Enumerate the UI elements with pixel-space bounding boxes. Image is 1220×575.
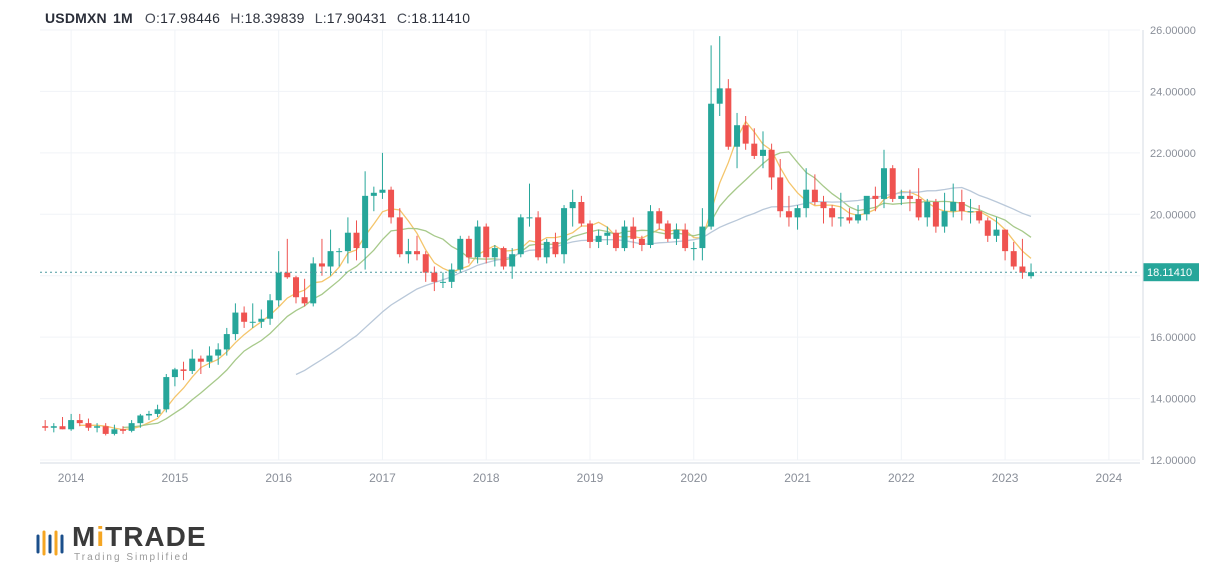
high-key: H: [230,10,244,26]
open-key: O: [145,10,160,26]
low-value: 17.90431 [327,10,387,26]
ohlc-header: USDMXN 1M O:17.98446 H:18.39839 L:17.904… [45,10,470,26]
brand-accent: i [96,521,105,552]
svg-text:14.00000: 14.00000 [1150,394,1196,406]
svg-text:16.00000: 16.00000 [1150,332,1196,344]
svg-text:12.00000: 12.00000 [1150,455,1196,467]
svg-text:2021: 2021 [784,471,811,485]
interval-label: 1M [113,10,133,26]
brand-pre: M [72,521,96,552]
svg-text:22.00000: 22.00000 [1150,148,1196,160]
brand-post: TRADE [105,521,206,552]
logo-text: MiTRADE Trading Simplified [72,523,207,563]
chart-area: USDMXN 1M O:17.98446 H:18.39839 L:17.904… [20,0,1200,505]
svg-text:2024: 2024 [1096,471,1123,485]
low-key: L: [315,10,327,26]
logo-mark-icon [32,526,66,560]
svg-text:2020: 2020 [680,471,707,485]
svg-text:2023: 2023 [992,471,1019,485]
brand-tagline: Trading Simplified [72,553,207,563]
svg-text:2016: 2016 [265,471,292,485]
svg-text:2018: 2018 [473,471,500,485]
svg-text:26.00000: 26.00000 [1150,25,1196,37]
close-value: 18.11410 [411,10,470,26]
svg-text:2017: 2017 [369,471,396,485]
symbol-label: USDMXN [45,10,107,26]
svg-text:20.00000: 20.00000 [1150,209,1196,221]
svg-text:18.11410: 18.11410 [1147,267,1192,279]
high-value: 18.39839 [245,10,305,26]
svg-text:2014: 2014 [58,471,85,485]
open-value: 17.98446 [160,10,220,26]
svg-text:2019: 2019 [577,471,604,485]
svg-text:24.00000: 24.00000 [1150,86,1196,98]
svg-text:2015: 2015 [162,471,189,485]
candlestick-chart[interactable]: 12.0000014.0000016.0000018.0000020.00000… [20,0,1200,505]
svg-text:2022: 2022 [888,471,915,485]
brand-logo: MiTRADE Trading Simplified [32,523,207,563]
close-key: C: [397,10,411,26]
